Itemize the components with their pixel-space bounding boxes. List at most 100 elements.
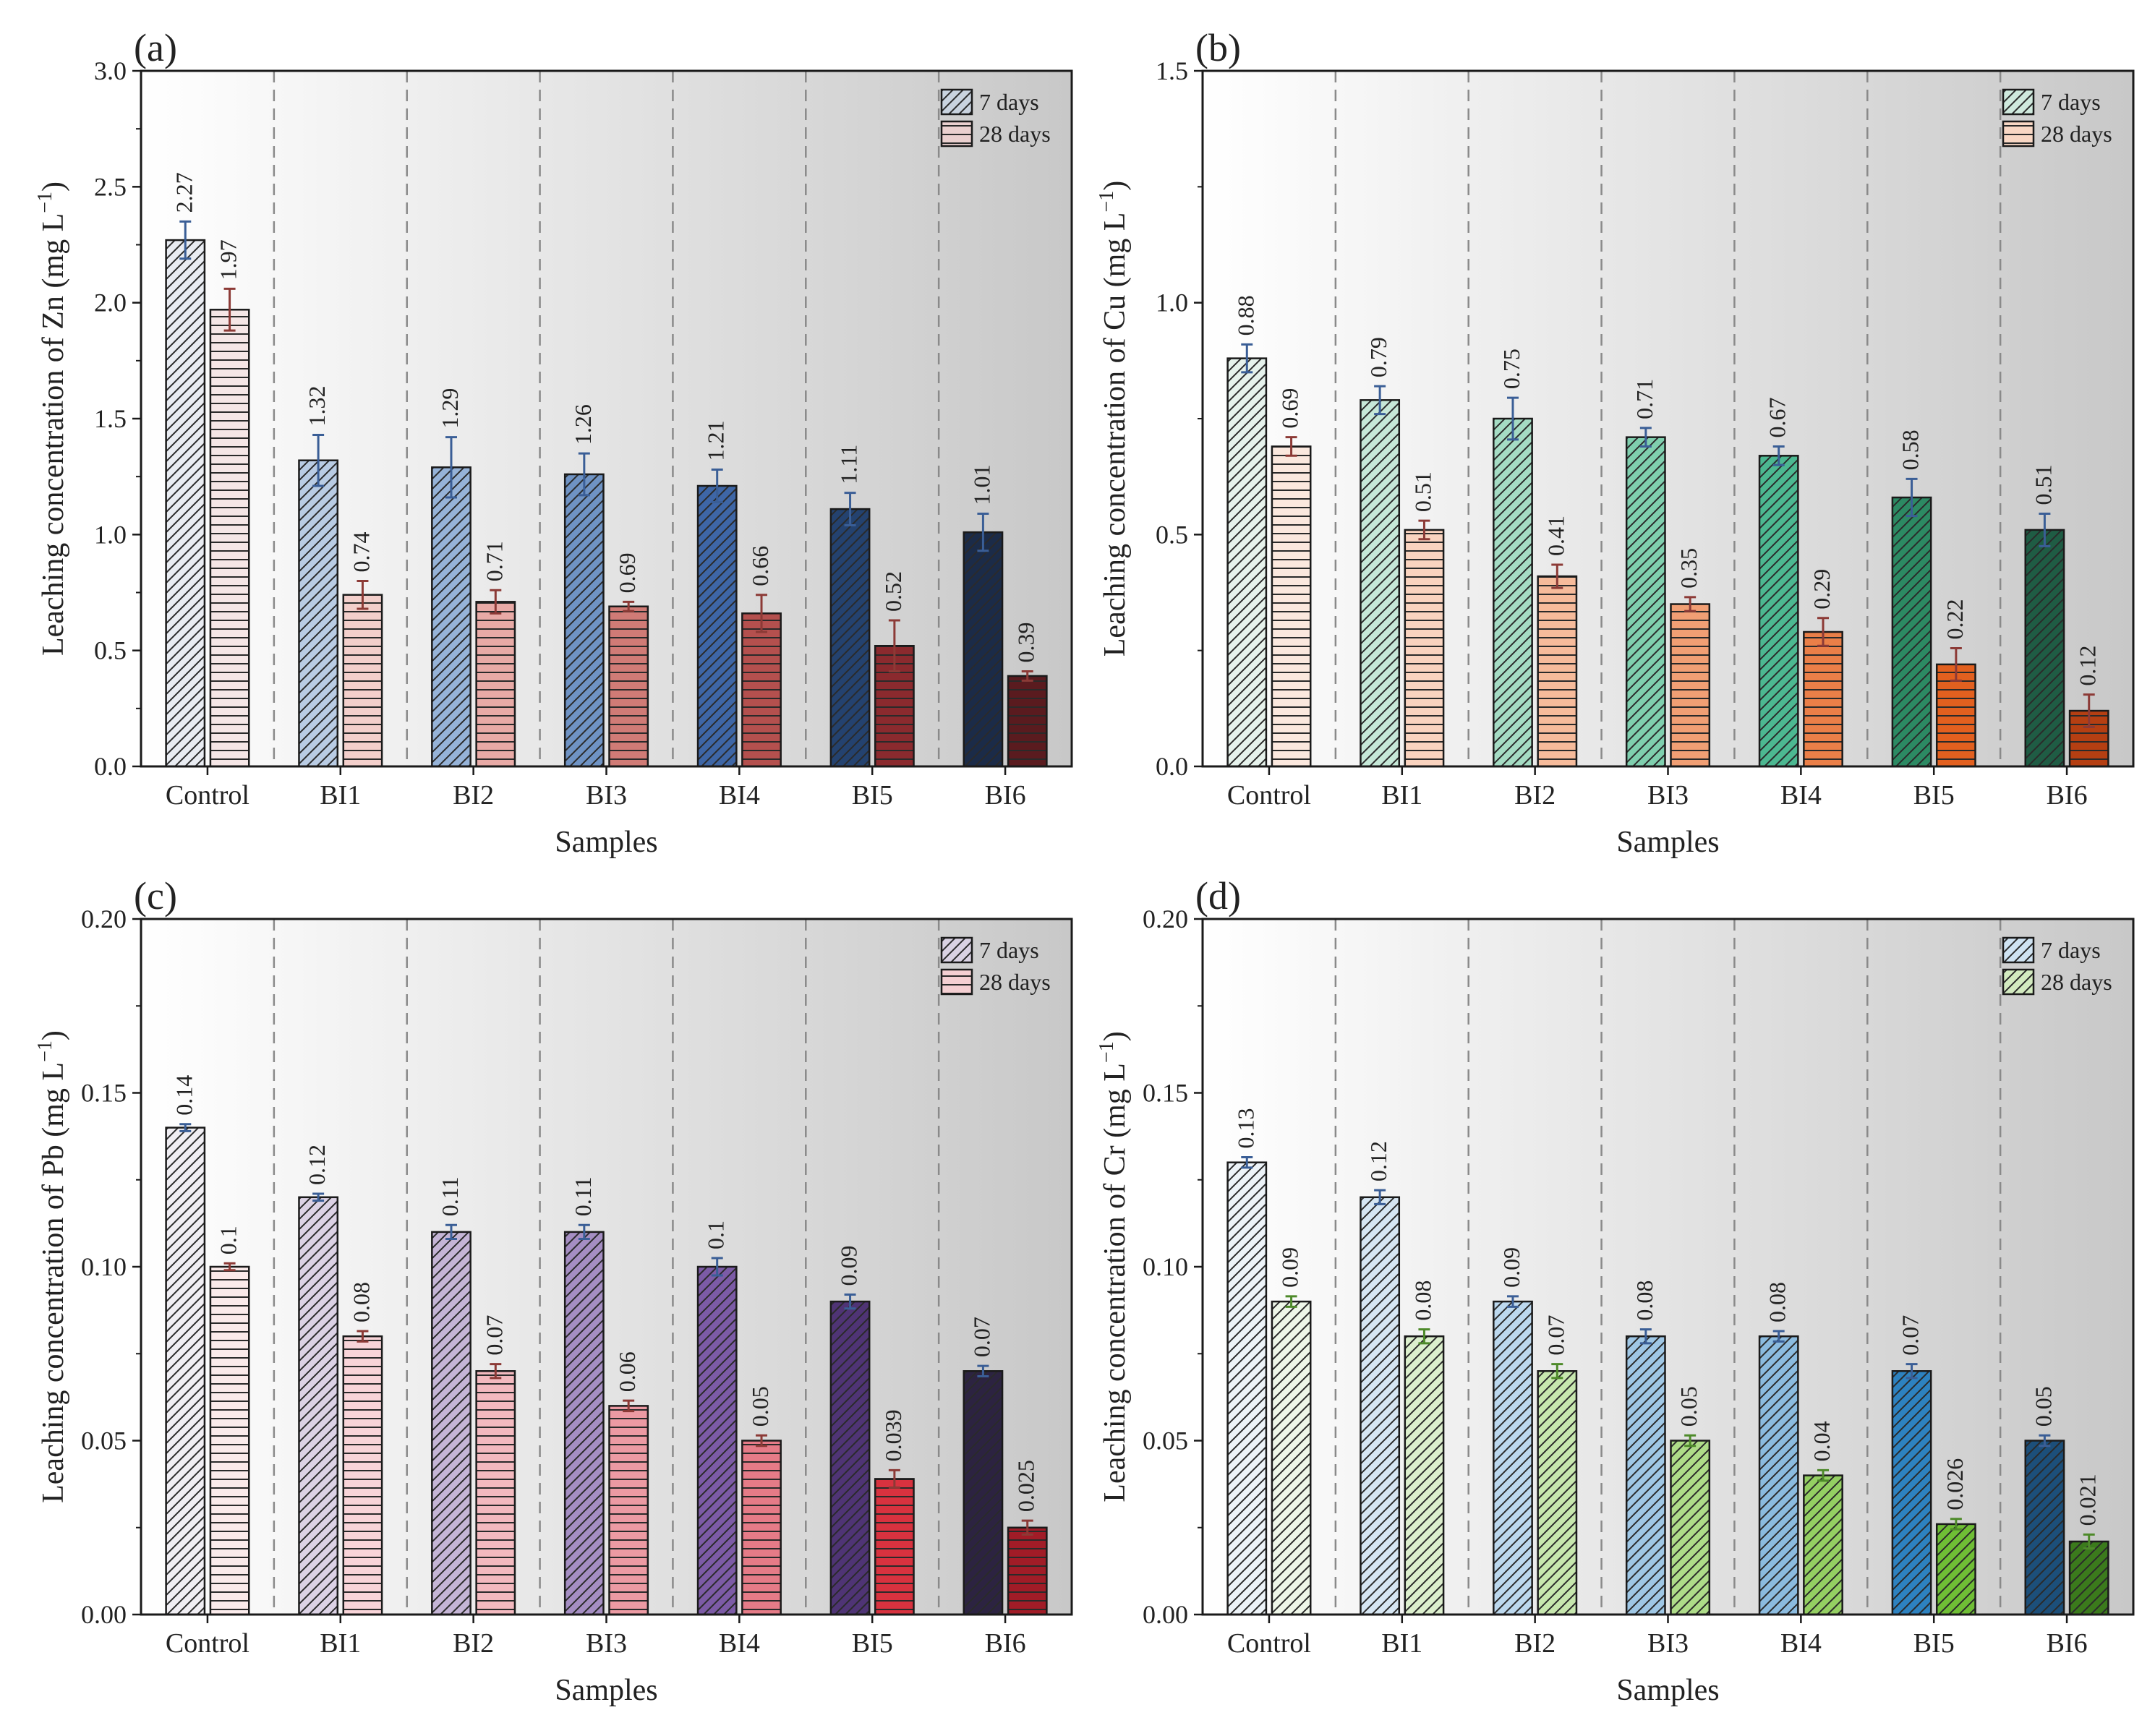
y-axis-title-sup: −1 <box>1096 191 1118 213</box>
bar-28-days-BI1 <box>342 1335 383 1616</box>
data-label: 0.13 <box>1232 1108 1258 1148</box>
x-tick-label: BI3 <box>1647 1628 1689 1659</box>
x-tick-label: BI4 <box>1780 1628 1822 1659</box>
bar-28-days-BI6 <box>2068 1540 2109 1616</box>
x-tick-label: BI3 <box>586 1628 627 1659</box>
y-tick-label: 1.5 <box>94 404 127 433</box>
bar-7-days-BI3 <box>1625 1335 1666 1616</box>
y-tick-label: 0.05 <box>81 1427 127 1455</box>
bar-28-days-BI4 <box>1803 1474 1843 1616</box>
data-label: 0.75 <box>1498 349 1524 389</box>
x-tick-label: BI2 <box>1514 1628 1556 1659</box>
data-label: 1.26 <box>570 404 596 445</box>
plot-area <box>141 919 1072 1615</box>
chart-panel-d: 0.13 0.12 0.09 0.08 0.08 0.07 0.05 0.09 0.08 0.07… <box>1096 874 2135 1707</box>
bar-7-days-BI2 <box>431 1231 471 1616</box>
data-label: 0.71 <box>1631 379 1657 419</box>
bar-28-days-BI4 <box>741 612 782 768</box>
bar-28-days-BI3 <box>608 1405 649 1616</box>
y-tick-label: 0.10 <box>1143 1252 1188 1281</box>
data-label: 2.27 <box>171 172 197 213</box>
bar-28-days-Control <box>1271 445 1312 768</box>
data-label: 0.11 <box>570 1176 596 1216</box>
y-tick-label: 0.15 <box>1143 1079 1188 1108</box>
data-label: 0.69 <box>614 552 640 593</box>
x-axis-title: Samples <box>1616 1674 1719 1707</box>
bar-7-days-Control <box>165 239 206 768</box>
y-axis-title-close: ) <box>37 181 70 192</box>
x-tick-label: Control <box>1227 780 1311 811</box>
data-label: 1.01 <box>968 464 994 505</box>
x-tick-label: BI6 <box>2047 780 2088 811</box>
x-tick-label: BI5 <box>852 780 893 811</box>
x-tick-label: BI1 <box>1381 780 1422 811</box>
panel-label: (c) <box>134 874 177 918</box>
data-label: 0.021 <box>2075 1474 2101 1526</box>
bar-7-days-BI4 <box>696 1265 738 1616</box>
x-tick-label: BI3 <box>586 780 627 811</box>
x-tick-label: BI1 <box>320 780 361 811</box>
data-label: 0.22 <box>1942 599 1968 639</box>
data-label: 0.74 <box>348 531 374 572</box>
y-axis-title-close: ) <box>37 1030 70 1040</box>
x-tick-label: BI2 <box>453 780 494 811</box>
plot-area <box>141 71 1072 766</box>
bar-7-days-BI3 <box>563 473 605 768</box>
x-tick-label: BI4 <box>719 1628 760 1659</box>
panel-label: (b) <box>1195 26 1241 69</box>
bar-28-days-BI4 <box>1803 630 1843 768</box>
legend-swatch <box>940 120 973 147</box>
y-axis-title: Leaching concentration of Cr (mg L−1) <box>1096 1031 1132 1502</box>
data-label: 0.12 <box>1365 1141 1391 1181</box>
x-tick-label: BI6 <box>985 780 1026 811</box>
y-tick-label: 0.5 <box>94 636 127 665</box>
y-axis-title-sup: −1 <box>34 1040 56 1062</box>
bar-7-days-BI6 <box>963 531 1004 768</box>
plot-area <box>1203 71 2133 766</box>
x-tick-label: BI5 <box>1913 1628 1955 1659</box>
x-tick-label: BI2 <box>453 1628 494 1659</box>
bar-7-days-BI1 <box>298 459 339 768</box>
data-label: 0.07 <box>968 1317 994 1357</box>
x-tick-label: BI6 <box>985 1628 1026 1659</box>
y-tick-label: 0.20 <box>81 905 127 933</box>
data-label: 0.11 <box>437 1176 463 1216</box>
bar-7-days-BI3 <box>1625 436 1666 768</box>
bar-7-days-BI4 <box>1758 455 1799 768</box>
bar-7-days-BI5 <box>829 508 871 768</box>
y-tick-label: 0.10 <box>81 1252 127 1281</box>
data-label: 0.88 <box>1232 295 1258 335</box>
data-label: 0.04 <box>1809 1421 1835 1461</box>
bar-7-days-BI5 <box>829 1300 871 1616</box>
data-label: 1.29 <box>437 388 463 429</box>
data-label: 0.66 <box>747 546 773 586</box>
y-tick-label: 0.05 <box>1143 1427 1188 1455</box>
data-label: 0.05 <box>2030 1386 2056 1427</box>
bar-28-days-Control <box>209 1265 250 1616</box>
bar-7-days-BI3 <box>563 1231 605 1616</box>
data-label: 0.05 <box>747 1386 773 1427</box>
bar-7-days-BI6 <box>2024 529 2065 768</box>
data-label: 0.79 <box>1365 337 1391 377</box>
x-tick-label: BI6 <box>2047 1628 2088 1659</box>
y-axis-title: Leaching concentration of Zn (mg L−1) <box>34 181 70 656</box>
plot-area <box>1203 919 2133 1615</box>
data-label: 0.51 <box>1409 471 1435 512</box>
y-tick-label: 1.0 <box>94 520 127 549</box>
y-axis-title-main: Leaching concentration of Cr (mg L <box>1098 1063 1132 1502</box>
x-tick-label: BI1 <box>320 1628 361 1659</box>
data-label: 0.08 <box>348 1282 374 1322</box>
x-tick-label: Control <box>1227 1628 1311 1659</box>
bar-28-days-BI1 <box>1404 1335 1445 1616</box>
x-tick-label: BI3 <box>1647 780 1689 811</box>
legend-label: 28 days <box>979 969 1051 995</box>
data-label: 1.32 <box>304 385 330 426</box>
legend-label: 7 days <box>2041 937 2101 963</box>
y-tick-label: 1.5 <box>1156 56 1188 85</box>
bar-28-days-BI2 <box>475 601 516 768</box>
data-label: 1.21 <box>703 421 729 461</box>
data-label: 0.1 <box>703 1220 729 1249</box>
y-axis-title: Leaching concentration of Cu (mg L−1) <box>1096 181 1132 657</box>
bar-28-days-Control <box>1271 1300 1312 1616</box>
